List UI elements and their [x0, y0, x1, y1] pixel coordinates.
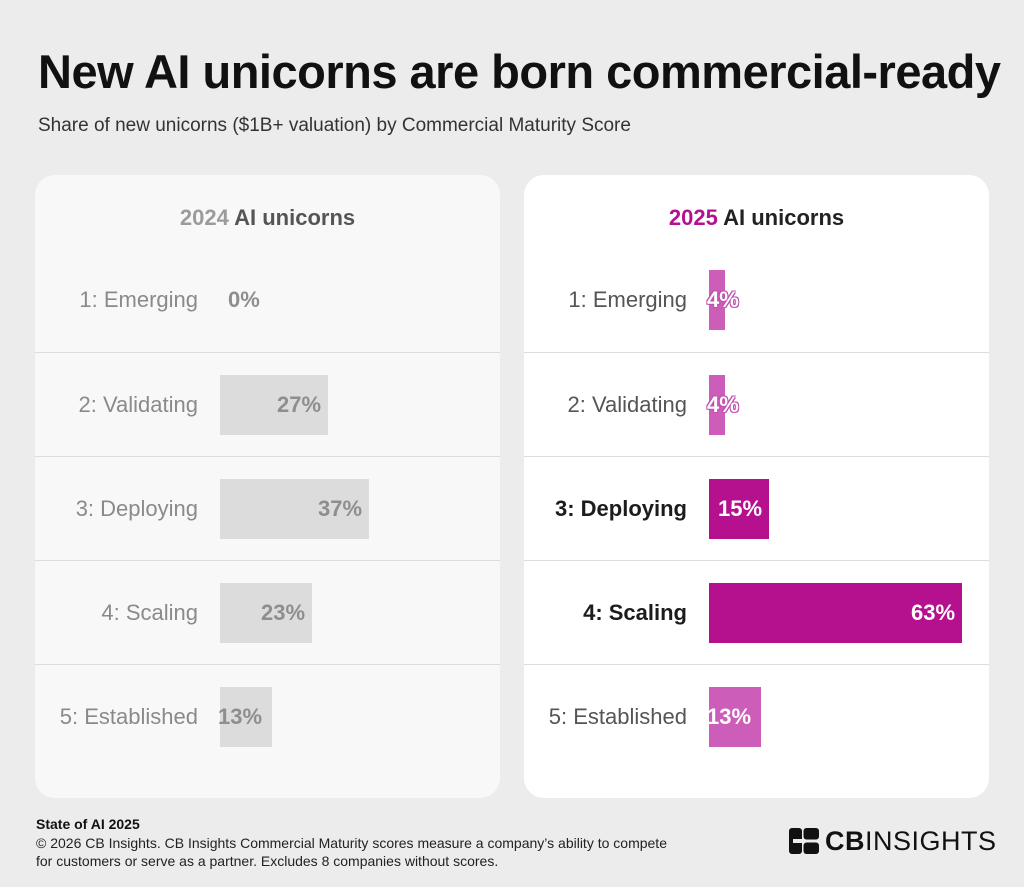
bar-row: 2: Validating 27%: [35, 352, 500, 457]
bar-row: 1: Emerging 4%: [524, 248, 989, 352]
category-label: 4: Scaling: [101, 600, 198, 625]
bar-row: 3: Deploying 37%: [35, 456, 500, 561]
value-label: 4%: [707, 392, 739, 417]
panel-2025: 2025 AI unicorns 1: Emerging 4% 2: Validat…: [524, 175, 989, 798]
value-label: 37%: [318, 496, 363, 521]
bar-row: 5: Established 13%: [524, 664, 989, 769]
bar-2025: [709, 270, 725, 330]
bar-row: 5: Established 13%: [35, 664, 500, 769]
category-label: 5: Established: [59, 704, 198, 729]
value-label: 63%: [911, 600, 956, 625]
panel-title-year: 2025: [668, 205, 718, 230]
cb-insights-logo-mark-icon: [789, 828, 819, 854]
panel-title-rest: AI unicorns: [228, 205, 356, 230]
value-label: 23%: [261, 600, 306, 625]
bar-row: 3: Deploying 15%: [524, 456, 989, 561]
chart-title: New AI unicorns are born commercial-read…: [38, 45, 1001, 98]
panel-title-2024: 2024 AI unicorns: [35, 205, 500, 231]
panel-2024: 2024 AI unicorns 1: Emerging 0% 2: Validat…: [35, 175, 500, 798]
value-label: 15%: [718, 496, 763, 521]
bar-2025: [709, 375, 725, 435]
bar-2024: [220, 375, 328, 435]
value-label: 4%: [707, 287, 739, 312]
category-label: 1: Emerging: [568, 287, 687, 312]
panel-title-rest: AI unicorns: [717, 205, 845, 230]
category-label: 3: Deploying: [75, 496, 198, 521]
chart-subtitle: Share of new unicorns ($1B+ valuation) b…: [38, 115, 631, 136]
bar-2025: [709, 479, 769, 539]
category-label: 1: Emerging: [79, 287, 198, 312]
bar-2025: [709, 583, 962, 643]
category-label: 4: Scaling: [583, 600, 687, 625]
bar-row: 4: Scaling 63%: [524, 560, 989, 665]
category-label: 3: Deploying: [554, 496, 687, 521]
category-label: 2: Validating: [567, 392, 687, 417]
bar-2025: [709, 687, 761, 747]
panel-title-year: 2024: [179, 205, 229, 230]
footnote-line: © 2026 CB Insights. CB Insights Commerci…: [36, 835, 667, 851]
bar-2024: [220, 583, 312, 643]
source-label: State of AI 2025: [36, 816, 140, 832]
logo-text-rest: INSIGHTS: [865, 825, 997, 856]
logo-text-bold: CB: [825, 825, 865, 856]
category-label: 2: Validating: [78, 392, 198, 417]
bar-row: 4: Scaling 23%: [35, 560, 500, 665]
value-label: 13%: [218, 704, 263, 729]
footnote: © 2026 CB Insights. CB Insights Commerci…: [36, 834, 736, 870]
logo-text: CBINSIGHTS: [825, 826, 997, 857]
bar-row: 2: Validating 4%: [524, 352, 989, 457]
category-label: 5: Established: [548, 704, 687, 729]
panel-title-2025: 2025 AI unicorns: [524, 205, 989, 231]
bar-row: 1: Emerging 0%: [35, 248, 500, 352]
cb-insights-logo: CBINSIGHTS: [789, 826, 997, 856]
footnote-line: for customers or serve as a partner. Exc…: [36, 853, 499, 869]
bar-2024: [220, 479, 369, 539]
value-label: 13%: [707, 704, 752, 729]
value-label: 0%: [228, 287, 260, 312]
bar-2024: [220, 687, 272, 747]
value-label: 27%: [277, 392, 322, 417]
